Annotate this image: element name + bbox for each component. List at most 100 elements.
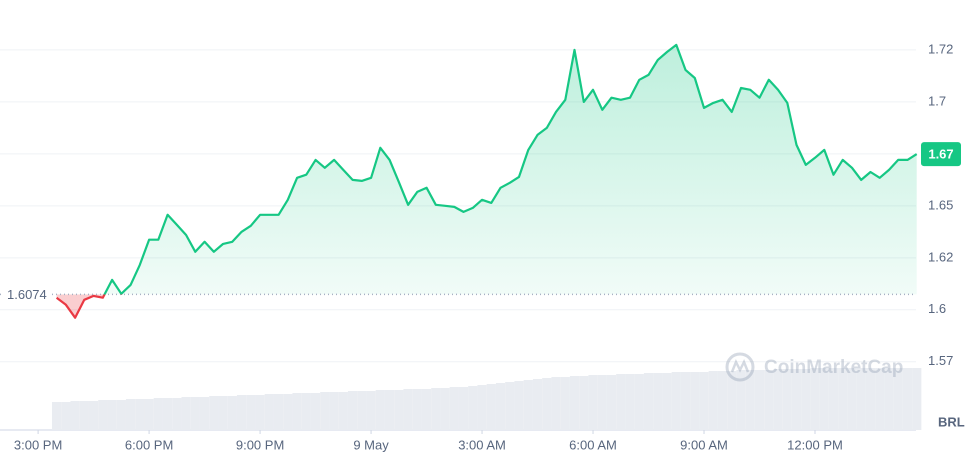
y-tick-label: 1.65	[928, 197, 953, 212]
volume-bar	[542, 378, 552, 430]
currency-label: BRL	[938, 414, 965, 429]
volume-bar	[588, 375, 598, 430]
volume-bar	[569, 376, 580, 430]
current-price-badge	[921, 142, 961, 167]
y-tick-label: 1.62	[928, 249, 953, 264]
volume-bar	[495, 383, 506, 430]
volume-bar	[218, 396, 228, 430]
volume-bar	[717, 371, 728, 430]
volume-bar	[468, 386, 478, 430]
x-tick-label: 9:00 PM	[236, 437, 284, 452]
volume-bar	[773, 369, 783, 430]
volume-bar	[310, 393, 321, 430]
volume-bar	[246, 395, 256, 430]
volume-bar	[329, 392, 339, 430]
volume-bar	[384, 390, 395, 430]
volume-bar	[514, 381, 524, 430]
x-tick-label: 6:00 PM	[125, 437, 173, 452]
volume-bar	[357, 391, 367, 430]
volume-bar	[764, 370, 774, 430]
volume-bar	[699, 372, 709, 430]
y-tick-label: 1.72	[928, 41, 953, 56]
volume-bar	[662, 373, 672, 430]
volume-bar	[199, 397, 210, 430]
volume-bar	[338, 392, 348, 430]
volume-bar	[579, 376, 589, 430]
volume-bar	[856, 368, 866, 430]
volume-bar	[754, 370, 765, 430]
volume-bar	[70, 401, 80, 430]
volume-bar	[902, 368, 913, 430]
volume-bar	[347, 391, 358, 430]
volume-bar	[551, 377, 561, 430]
volume-bar	[532, 379, 543, 430]
volume-bar	[153, 398, 163, 430]
x-tick-label: 6:00 AM	[569, 437, 617, 452]
price-area	[56, 44, 917, 318]
volume-bar	[893, 368, 903, 430]
reference-badge	[2, 285, 52, 304]
volume-bar	[283, 394, 293, 430]
volume-bar	[828, 368, 839, 430]
volume-bar	[125, 399, 136, 430]
reference-label: 1.6074	[7, 287, 47, 302]
volume-bar	[875, 368, 885, 430]
volume-bar	[653, 373, 663, 430]
y-tick-label: 1.57	[928, 353, 953, 368]
volume-bar	[505, 382, 515, 430]
volume-bar	[523, 380, 533, 430]
volume-bar	[606, 375, 617, 430]
volume-bar	[375, 390, 385, 430]
x-tick-label: 3:00 PM	[14, 437, 62, 452]
watermark-logo-mark	[730, 358, 750, 373]
volume-bar	[616, 374, 626, 430]
volume-bar	[708, 371, 718, 430]
volume-bar	[819, 368, 829, 430]
volume-bar	[727, 371, 737, 430]
y-tick-label: 1.7	[928, 93, 946, 108]
volume	[51, 368, 922, 430]
volume-bar	[79, 401, 89, 430]
volume-bar	[449, 387, 459, 430]
volume-bar	[560, 377, 570, 430]
volume-bar	[107, 400, 117, 430]
volume-bar	[884, 368, 894, 430]
volume-bar	[403, 389, 413, 430]
volume-bar	[421, 389, 432, 430]
volume-bar	[782, 369, 792, 430]
volume-bar	[671, 372, 681, 430]
y-tick-label: 1.6	[928, 301, 946, 316]
volume-bar	[162, 398, 173, 430]
volume-bar	[912, 368, 922, 430]
volume-bar	[116, 400, 126, 430]
x-tick-label: 3:00 AM	[458, 437, 506, 452]
volume-bar	[236, 395, 247, 430]
volume-bar	[690, 372, 700, 430]
volume-bar	[394, 390, 404, 430]
volume-bar	[144, 399, 154, 430]
volume-bar	[477, 385, 487, 430]
volume-bar	[209, 396, 219, 430]
volume-bar	[865, 368, 876, 430]
volume-bar	[634, 374, 644, 430]
volume-bar	[680, 372, 691, 430]
volume-bar	[791, 369, 802, 430]
price-line	[55, 43, 918, 319]
volume-bar	[292, 393, 302, 430]
volume-bar	[264, 394, 274, 430]
plot: 1.6074	[0, 43, 918, 319]
volume-bar	[810, 368, 820, 430]
volume-bar	[366, 391, 376, 430]
volume-bar	[625, 374, 635, 430]
x-tick-label: 9 May	[353, 437, 389, 452]
volume-bar	[135, 399, 145, 430]
watermark-logo	[725, 352, 755, 382]
volume-bar	[838, 368, 848, 430]
volume-bar	[61, 402, 71, 430]
volume-bar	[643, 373, 654, 430]
volume-bar	[486, 384, 496, 430]
volume-bar	[172, 398, 182, 430]
volume-bar	[51, 402, 62, 430]
volume-bar	[88, 401, 99, 430]
